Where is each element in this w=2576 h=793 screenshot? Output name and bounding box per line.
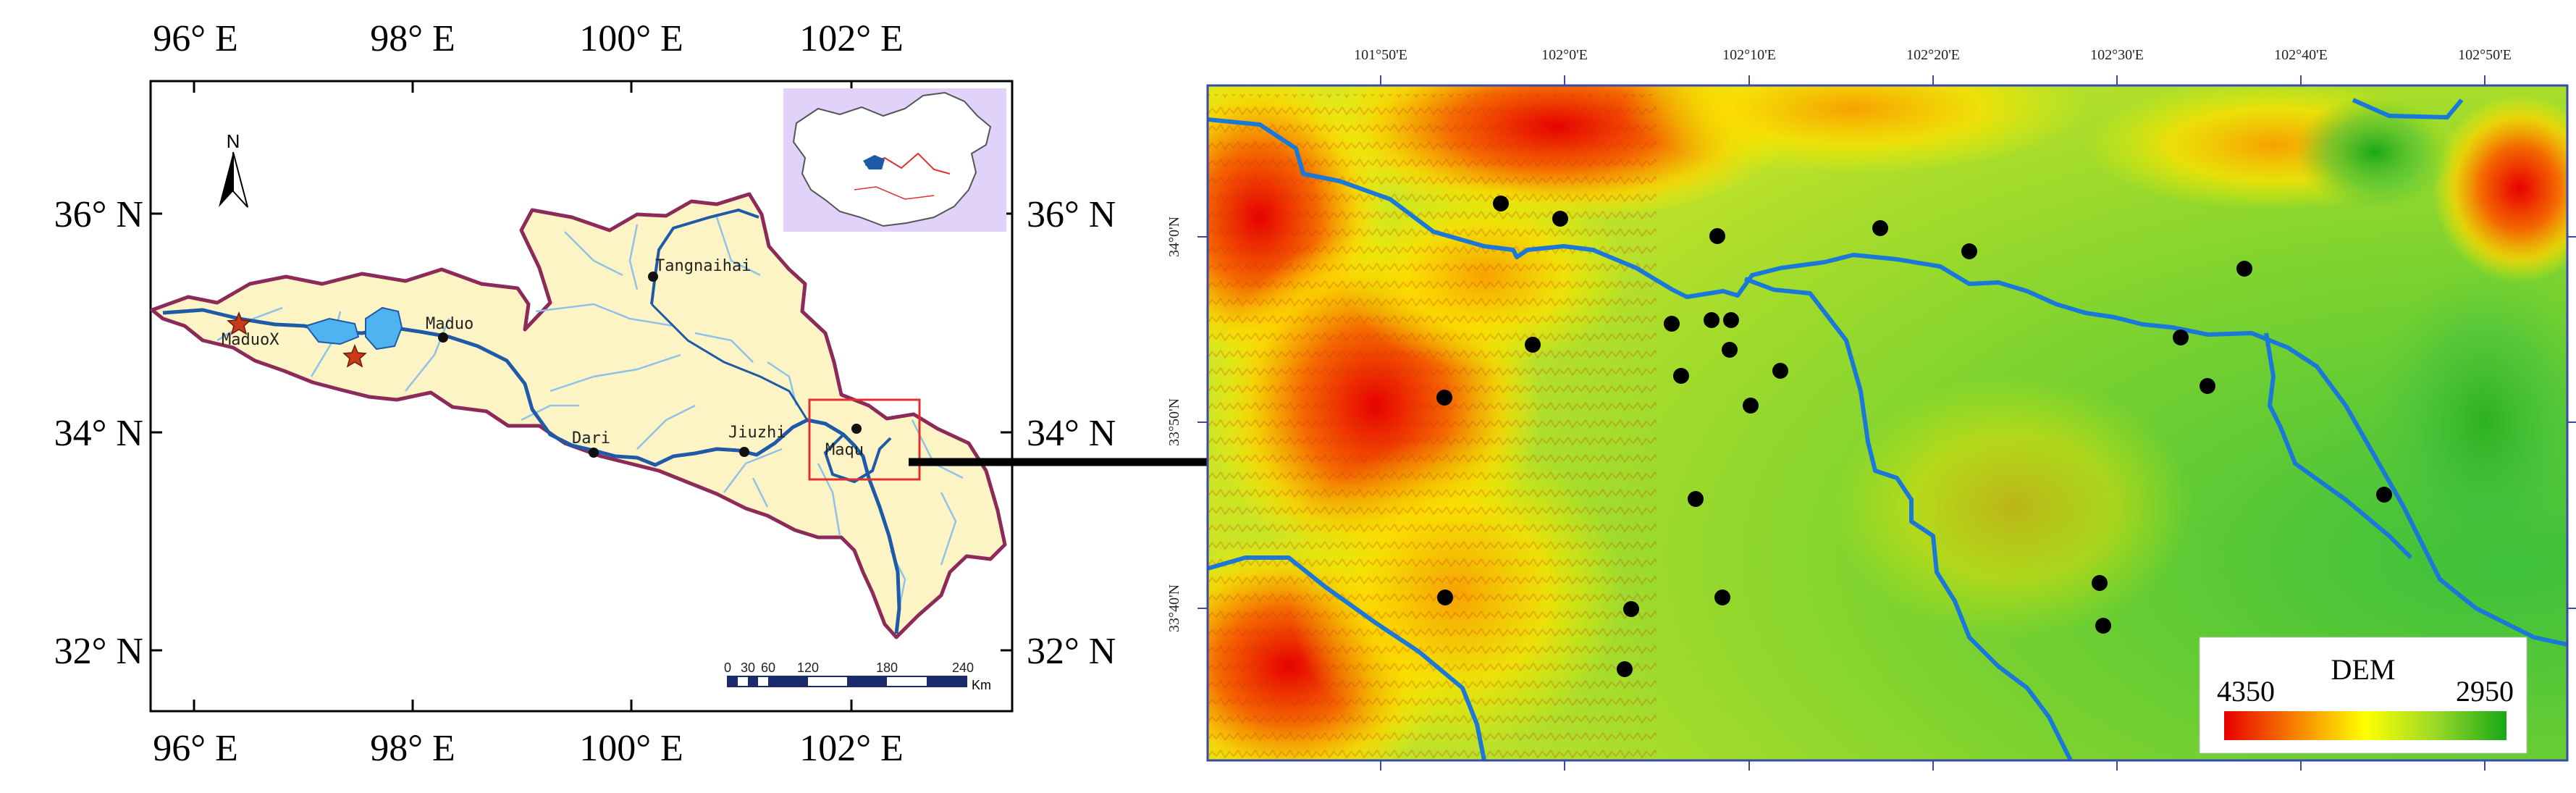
north-label: N — [227, 130, 240, 152]
dot-maduo — [438, 332, 448, 343]
lat-label-34-right: 34° N — [1027, 413, 1116, 454]
rlon-label-7: 102°50'E — [2458, 47, 2512, 63]
dot-maqu — [851, 424, 862, 434]
label-tangnaihai: Tangnaihai — [655, 257, 751, 275]
dem-rivers — [1208, 98, 2567, 760]
lon-label-100: 100° E — [579, 18, 683, 59]
lat-label-36-right: 36° N — [1027, 194, 1116, 235]
site-point — [1722, 342, 1738, 358]
place-labels: MaduoX Maduo Tangnaihai Dari Jiuzhi Maqu — [222, 257, 864, 459]
rlat-label-1: 34°0'N — [1166, 217, 1182, 257]
lat-label-34-left: 34° N — [54, 413, 143, 454]
rlat-label-2: 33°50'N — [1166, 398, 1182, 446]
lat-label-32-left: 32° N — [54, 631, 143, 672]
site-point — [1723, 312, 1739, 328]
site-point — [1872, 220, 1888, 236]
river-maqu-loop — [823, 433, 892, 484]
legend-max: 4350 — [2217, 675, 2275, 708]
dem-legend: DEM 4350 2950 — [2199, 637, 2527, 754]
rlon-label-2: 102°0'E — [1541, 47, 1588, 63]
lake-ngoring — [365, 306, 403, 351]
site-point — [1664, 316, 1680, 332]
site-point — [1617, 661, 1633, 677]
legend-color-ramp — [2224, 711, 2506, 740]
tributaries — [216, 217, 964, 616]
scale-tick-240: 240 — [952, 660, 974, 675]
scale-tick-0: 0 — [724, 660, 731, 675]
legend-min: 2950 — [2456, 675, 2514, 708]
right-map-ticks — [1197, 75, 2576, 771]
site-point — [1437, 589, 1453, 605]
place-markers — [227, 272, 862, 458]
lat-label-32-right: 32° N — [1027, 631, 1116, 672]
maqu-selection-box — [808, 398, 921, 481]
site-point — [1493, 196, 1509, 211]
rlon-label-5: 102°30'E — [2090, 47, 2144, 63]
site-point — [1688, 491, 1704, 507]
site-point — [1623, 601, 1639, 617]
scale-tick-180: 180 — [876, 660, 898, 675]
site-point — [1704, 312, 1720, 328]
scale-unit: Km — [972, 678, 991, 692]
site-point — [1709, 228, 1725, 244]
label-maqu: Maqu — [825, 441, 864, 459]
left-map-ticks — [151, 81, 1012, 711]
lake-gyaring — [305, 317, 360, 345]
dot-tangnaihai — [648, 272, 658, 282]
dot-dari — [589, 448, 599, 458]
site-point — [2095, 618, 2111, 634]
scale-tick-60: 60 — [761, 660, 775, 675]
china-inset — [783, 88, 1006, 232]
label-maduo: Maduo — [426, 315, 473, 333]
site-point — [2376, 487, 2392, 503]
river-upper-loop — [650, 303, 809, 421]
site-point — [1436, 390, 1452, 406]
rlat-label-3: 33°40'N — [1166, 584, 1182, 632]
site-point — [1714, 589, 1730, 605]
site-point — [1525, 337, 1541, 353]
bottom-lon-100: 100° E — [579, 728, 683, 769]
china-outline — [792, 91, 992, 227]
inset-river-2 — [854, 186, 935, 200]
site-point — [1673, 368, 1689, 384]
site-point — [2092, 575, 2108, 591]
dot-jiuzhi — [739, 447, 749, 457]
bottom-lon-98: 98° E — [370, 728, 455, 769]
site-point — [1743, 398, 1759, 414]
site-point — [2173, 330, 2189, 345]
lon-label-96: 96° E — [153, 18, 238, 59]
site-point — [1772, 363, 1788, 379]
star-marker-maduox — [227, 311, 251, 335]
site-point — [2236, 261, 2252, 277]
site-point — [2200, 378, 2215, 394]
basin-area — [150, 192, 1007, 639]
site-point — [1961, 243, 1977, 259]
left-map: 96° E 98° E 100° E 102° E 36° N 34° N 32… — [54, 18, 1116, 769]
lon-label-102: 102° E — [799, 18, 904, 59]
north-arrow-icon — [219, 152, 233, 207]
rlon-label-4: 102°20'E — [1906, 47, 1960, 63]
scale-tick-120: 120 — [797, 660, 819, 675]
rlon-label-3: 102°10'E — [1722, 47, 1776, 63]
label-jiuzhi: Jiuzhi — [728, 424, 786, 442]
bottom-lon-96: 96° E — [153, 728, 238, 769]
north-arrow: N — [219, 130, 248, 208]
right-map: 101°50'E 102°0'E 102°10'E 102°20'E 102°3… — [1166, 47, 2576, 771]
rlon-label-6: 102°40'E — [2274, 47, 2328, 63]
lon-label-98: 98° E — [370, 18, 455, 59]
site-point — [1552, 211, 1568, 227]
bottom-lon-102: 102° E — [799, 728, 904, 769]
star-marker-2 — [342, 343, 367, 368]
lat-label-36-left: 36° N — [54, 194, 143, 235]
label-maduox: MaduoX — [222, 331, 279, 349]
scale-tick-30: 30 — [741, 660, 755, 675]
rlon-label-1: 101°50'E — [1354, 47, 1407, 63]
legend-title: DEM — [2331, 653, 2396, 686]
study-sites — [1436, 196, 2392, 677]
inset-basin — [863, 155, 885, 169]
label-dari: Dari — [572, 429, 610, 448]
scale-bar: 0 30 60 120 180 240 Km — [724, 660, 991, 692]
